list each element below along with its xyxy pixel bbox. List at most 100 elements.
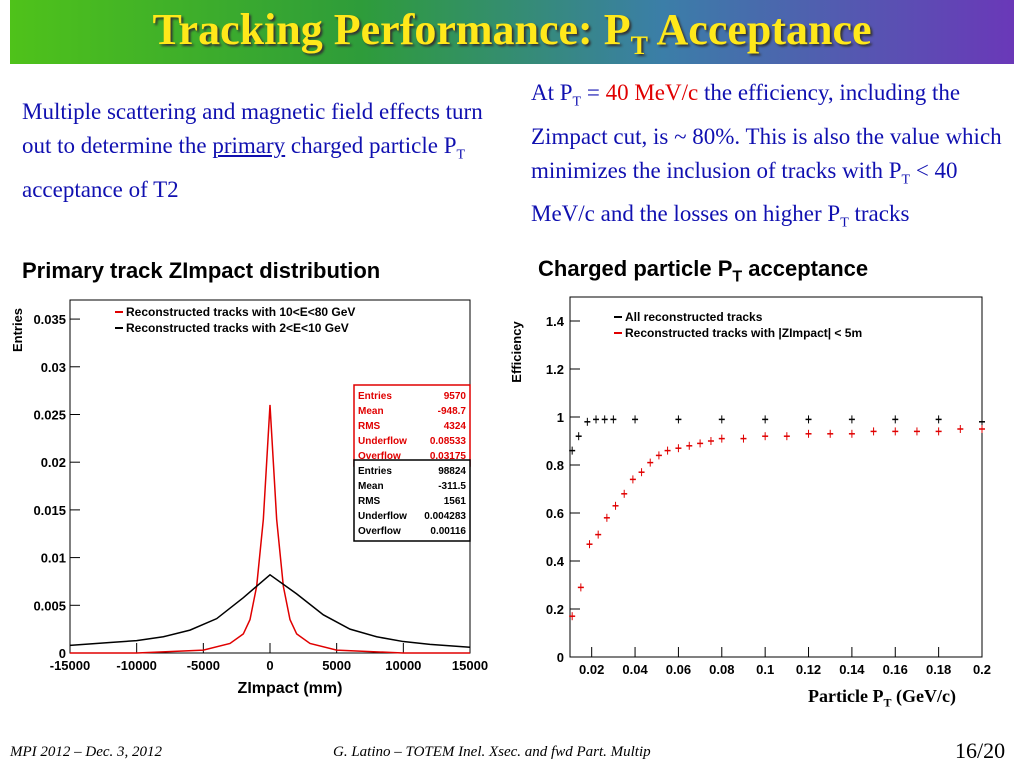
x-tick-label: 0.2 <box>973 662 991 677</box>
x-tick-label: 10000 <box>385 658 421 673</box>
chart2-xlabel-main: Particle P <box>808 686 884 706</box>
chart2-title-end: acceptance <box>742 256 869 281</box>
x-tick-label: 5000 <box>322 658 351 673</box>
stats-red-key: Mean <box>358 406 384 417</box>
slide-title: Tracking Performance: PT Acceptance <box>10 4 1014 61</box>
series-line <box>70 404 470 654</box>
chart2-xlabel-sub: T <box>883 695 892 710</box>
y-tick-label: 0.2 <box>546 602 564 617</box>
right-text-block: At PT = 40 MeV/c the efficiency, includi… <box>531 76 1011 241</box>
legend-label: All reconstructed tracks <box>625 310 763 324</box>
stats-black-key: Entries <box>358 466 392 477</box>
y-tick-label: 0.025 <box>33 407 66 422</box>
stats-black-value: 98824 <box>438 466 466 477</box>
stats-red-key: RMS <box>358 421 381 432</box>
x-tick-label: -10000 <box>116 658 156 673</box>
x-tick-label: 0.1 <box>756 662 774 677</box>
title-bar: Tracking Performance: PT Acceptance <box>10 0 1014 64</box>
plot-frame <box>569 296 983 658</box>
title-main: Tracking Performance: P <box>152 5 631 54</box>
x-tick-label: -15000 <box>50 658 90 673</box>
x-tick-label: 0.14 <box>839 662 865 677</box>
stats-red-value: 4324 <box>444 421 467 432</box>
y-tick-label: 0 <box>59 646 66 661</box>
y-tick-label: 0.8 <box>546 458 564 473</box>
right-text-part: = <box>581 80 606 105</box>
y-tick-label: 0.035 <box>33 312 66 327</box>
stats-black-key: Underflow <box>358 511 407 522</box>
stats-red-key: Underflow <box>358 436 407 447</box>
y-tick-label: 0.03 <box>41 360 66 375</box>
chart2-title: Charged particle PT acceptance <box>538 256 868 286</box>
left-text-part: Multiple scattering and magnetic field e… <box>22 99 483 158</box>
right-text-sub: T <box>840 215 849 231</box>
stats-black-value: 1561 <box>444 496 467 507</box>
right-text-part: < 40 MeV/c and the losses on higher P <box>531 157 958 227</box>
title-end: Acceptance <box>647 5 872 54</box>
x-tick-label: 0.16 <box>883 662 908 677</box>
stats-red-value: -948.7 <box>438 406 467 417</box>
stats-black-value: 0.004283 <box>424 511 466 522</box>
right-text-red: 40 MeV/c <box>605 80 699 105</box>
chart2-title-sub: T <box>732 268 743 286</box>
stats-red-key: Overflow <box>358 451 401 462</box>
chart2-xlabel-end: (GeV/c) <box>891 686 956 706</box>
legend-label: Reconstructed tracks with 2<E<10 GeV <box>126 321 349 335</box>
stats-red-key: Entries <box>358 391 392 402</box>
x-tick-label: 15000 <box>452 658 488 673</box>
chart2-xlabel: Particle PT (GeV/c) <box>808 686 956 711</box>
right-text-sub: T <box>901 172 911 188</box>
x-tick-label: 0.08 <box>709 662 734 677</box>
x-axis-label: ZImpact (mm) <box>238 680 343 697</box>
y-tick-label: 0.4 <box>546 554 565 569</box>
stats-black-value: -311.5 <box>438 481 466 492</box>
title-subscript: T <box>630 30 648 60</box>
x-tick-label: 0 <box>266 658 273 673</box>
y-tick-label: 1 <box>557 410 564 425</box>
y-tick-label: 0 <box>557 650 564 665</box>
right-text-part: the efficiency, including the Zimpact cu… <box>531 80 1002 183</box>
stats-black-key: RMS <box>358 496 381 507</box>
y-tick-label: 0.01 <box>41 551 66 566</box>
y-tick-label: 0.02 <box>41 455 66 470</box>
left-text-underlined: primary <box>212 133 286 158</box>
y-tick-label: 0.6 <box>546 506 564 521</box>
chart1-title: Primary track ZImpact distribution <box>22 258 381 283</box>
stats-red-value: 0.08533 <box>430 436 467 447</box>
y-tick-label: 1.4 <box>546 314 565 329</box>
y-tick-label: 0.015 <box>33 503 66 518</box>
x-tick-label: -5000 <box>187 658 220 673</box>
stats-red-value: 0.03175 <box>430 451 467 462</box>
left-text-part: charged particle P <box>285 133 457 158</box>
y-tick-label: 1.2 <box>546 362 564 377</box>
stats-black-frame <box>353 459 471 542</box>
footer-date: MPI 2012 – Dec. 3, 2012 <box>10 744 163 760</box>
stats-red-frame <box>353 384 471 467</box>
left-text-sub: T <box>456 147 466 163</box>
y-axis-label: Entries <box>10 308 25 352</box>
y-tick-label: 0.005 <box>33 598 66 613</box>
zimpact-chart: 0 0.005 0.01 0.015 0.02 0.025 0.03 0.035 -15000 -… <box>10 299 488 697</box>
x-tick-label: 0.12 <box>796 662 821 677</box>
acceptance-chart: 0 0.2 0.4 0.6 0.8 1 1.2 1.4 0.02 0.04 0.06 0.08 0.1 0… <box>509 296 991 677</box>
x-tick-label: 0.06 <box>666 662 691 677</box>
right-text-part: tracks <box>848 201 910 227</box>
right-text-part: At P <box>531 80 573 105</box>
footer-author: G. Latino – TOTEM Inel. Xsec. and fwd Pa… <box>333 744 651 760</box>
stats-black-value: 0.00116 <box>430 526 466 537</box>
legend-label: Reconstructed tracks with |ZImpact| < 5m <box>625 326 862 340</box>
chart2-title-main: Charged particle P <box>538 256 733 281</box>
x-tick-label: 0.04 <box>622 662 648 677</box>
right-text-sub: T <box>572 94 582 110</box>
stats-black-key: Mean <box>358 481 384 492</box>
left-text-block: Multiple scattering and magnetic field e… <box>22 95 492 207</box>
stats-red-value: 9570 <box>444 391 467 402</box>
legend-label: Reconstructed tracks with 10<E<80 GeV <box>126 305 355 319</box>
x-tick-label: 0.02 <box>579 662 604 677</box>
series-line <box>69 573 471 649</box>
y-axis-label: Efficiency <box>509 321 524 383</box>
x-tick-label: 0.18 <box>926 662 951 677</box>
left-text-part: acceptance of T2 <box>22 176 179 202</box>
stats-black-key: Overflow <box>358 526 401 537</box>
page-number: 16/20 <box>955 738 1006 763</box>
